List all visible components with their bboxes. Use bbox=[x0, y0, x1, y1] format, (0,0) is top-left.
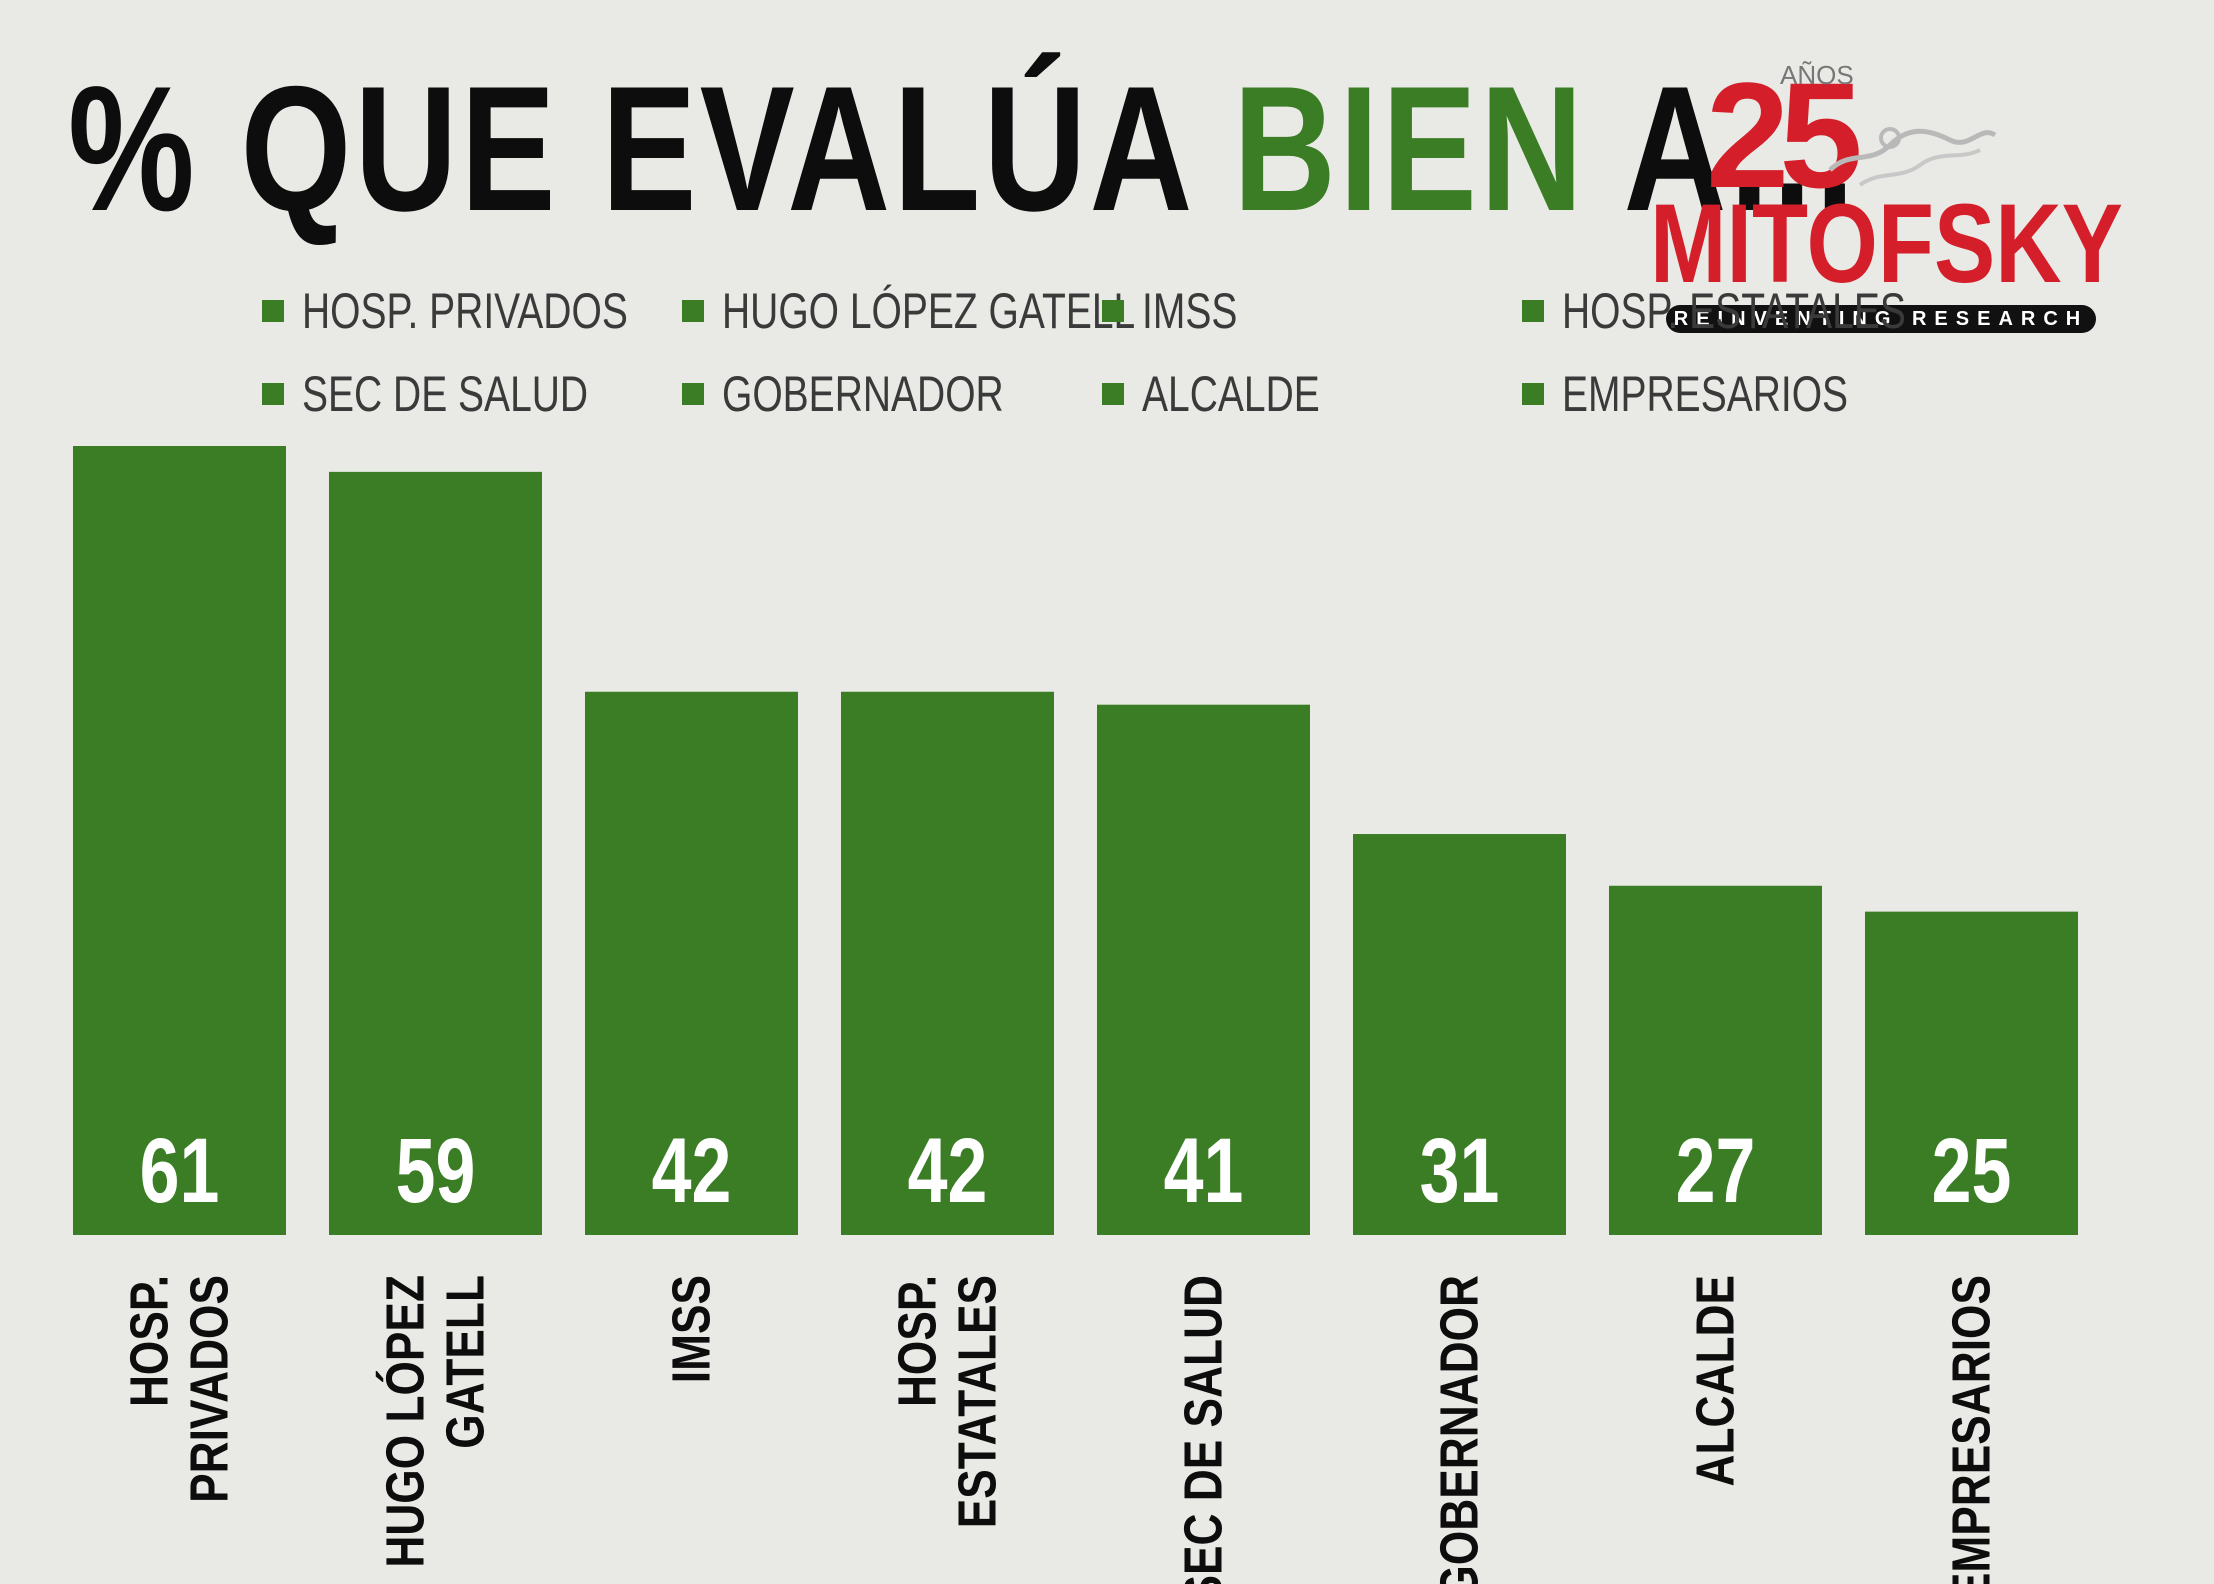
legend-label: IMSS bbox=[1142, 283, 1238, 339]
data-label: 61 bbox=[140, 1119, 220, 1222]
data-label: 27 bbox=[1676, 1119, 1756, 1222]
legend-label: SEC DE SALUD bbox=[302, 366, 589, 422]
data-label: 31 bbox=[1420, 1119, 1500, 1222]
legend-item: IMSS bbox=[1102, 281, 1264, 341]
axis-label: GOBERNADOR bbox=[1429, 1275, 1489, 1584]
axis-label: HOSP. PRIVADOS bbox=[119, 1275, 239, 1503]
legend-swatch bbox=[1522, 383, 1544, 405]
axis-label-line: GATELL bbox=[435, 1275, 495, 1449]
legend-item: HOSP. PRIVADOS bbox=[262, 281, 720, 341]
mitofsky-logo: 25 AÑOS MITOFSKY REINVENTING RESEARCH bbox=[1650, 51, 2123, 345]
logo-years: 25 bbox=[1706, 51, 1863, 219]
data-label: 41 bbox=[1164, 1119, 1244, 1222]
legend-swatch bbox=[1522, 300, 1544, 322]
axis-label-line: HOSP. bbox=[119, 1275, 179, 1407]
legend-label: HUGO LÓPEZ GATELL bbox=[722, 283, 1136, 339]
axis-label-line: HOSP. bbox=[887, 1275, 947, 1407]
legend-label: EMPRESARIOS bbox=[1562, 366, 1849, 422]
legend-swatch bbox=[1102, 300, 1124, 322]
runner-icon bbox=[1828, 127, 1997, 187]
legend-label: HOSP. PRIVADOS bbox=[302, 283, 628, 339]
bar bbox=[1353, 834, 1566, 1235]
legend-label: GOBERNADOR bbox=[722, 366, 1004, 422]
axis-label-line: IMSS bbox=[661, 1275, 721, 1383]
axis-label: IMSS bbox=[661, 1275, 721, 1383]
axis-label-line: SEC DE SALUD bbox=[1173, 1275, 1233, 1584]
logo-years-label: AÑOS bbox=[1780, 60, 1854, 90]
bar bbox=[73, 446, 286, 1235]
title-highlight: BIEN bbox=[1233, 49, 1587, 248]
axis-label: HOSP. ESTATALES bbox=[887, 1275, 1007, 1528]
legend-item: SEC DE SALUD bbox=[262, 364, 669, 424]
legend-item: HOSP. ESTATALES bbox=[1522, 281, 2003, 341]
axis-label: EMPRESARIOS bbox=[1941, 1275, 2001, 1584]
axis-label-line: ALCALDE bbox=[1685, 1275, 1745, 1486]
title-prefix: % QUE EVALÚA bbox=[68, 49, 1234, 248]
axis-label-line: GOBERNADOR bbox=[1429, 1275, 1489, 1584]
data-label: 42 bbox=[652, 1119, 732, 1222]
bar bbox=[329, 471, 542, 1235]
bar bbox=[1097, 704, 1310, 1235]
page-title: % QUE EVALÚA BIEN A... bbox=[68, 60, 1858, 238]
data-label: 25 bbox=[1932, 1119, 2012, 1222]
legend-swatch bbox=[262, 300, 284, 322]
bar bbox=[585, 691, 798, 1235]
legend-label: ALCALDE bbox=[1142, 366, 1320, 422]
axis-label-line: EMPRESARIOS bbox=[1941, 1275, 2001, 1584]
legend-swatch bbox=[682, 383, 704, 405]
logo-brand: MITOFSKY bbox=[1650, 181, 2123, 306]
axis-label-line: HUGO LÓPEZ bbox=[374, 1275, 435, 1568]
legend-item: HUGO LÓPEZ GATELL bbox=[682, 281, 1252, 341]
data-label: 42 bbox=[908, 1119, 988, 1222]
data-label: 59 bbox=[396, 1119, 476, 1222]
axis-label: SEC DE SALUD bbox=[1173, 1275, 1233, 1584]
bar bbox=[1865, 911, 2078, 1235]
axis-label-line: ESTATALES bbox=[947, 1275, 1007, 1528]
title-suffix: A... bbox=[1586, 49, 1858, 248]
legend-item: GOBERNADOR bbox=[682, 364, 1083, 424]
legend-item: EMPRESARIOS bbox=[1522, 364, 1929, 424]
legend-swatch bbox=[262, 383, 284, 405]
axis-label: HUGO LÓPEZ GATELL bbox=[374, 1275, 495, 1568]
axis-label: ALCALDE bbox=[1685, 1275, 1745, 1486]
axis-label-line: PRIVADOS bbox=[179, 1275, 239, 1503]
logo-tagline: REINVENTING RESEARCH bbox=[1666, 305, 2096, 333]
legend-label: HOSP. ESTATALES bbox=[1562, 283, 1906, 339]
bar bbox=[1609, 885, 1822, 1235]
bar bbox=[841, 691, 1054, 1235]
legend-item: ALCALDE bbox=[1102, 364, 1370, 424]
legend-swatch bbox=[1102, 383, 1124, 405]
legend-swatch bbox=[682, 300, 704, 322]
